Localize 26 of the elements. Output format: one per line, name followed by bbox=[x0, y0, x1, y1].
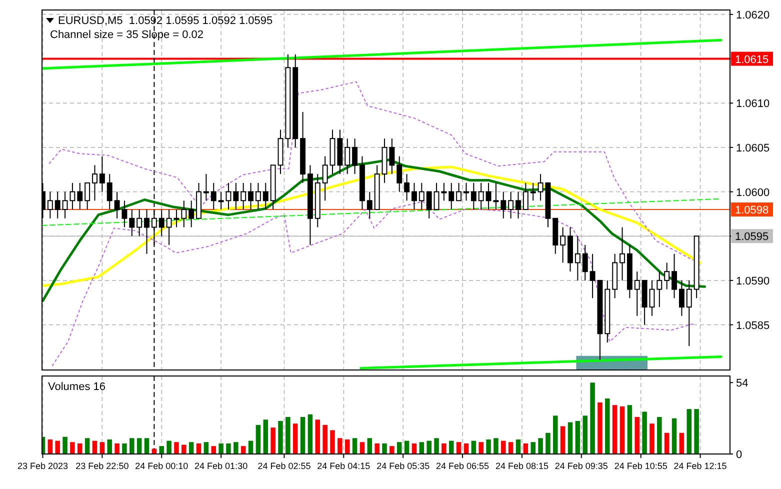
x-tick-label: 23 Feb 2023 bbox=[17, 461, 68, 471]
y-tick-label: 1.0620 bbox=[736, 9, 770, 22]
y-tick-label: 1.0610 bbox=[736, 98, 770, 110]
x-tick-label: 24 Feb 01:30 bbox=[194, 461, 248, 471]
ref-line-label: 1.0598 bbox=[735, 204, 769, 217]
x-tick-label: 24 Feb 00:10 bbox=[135, 461, 188, 471]
x-tick-label: 24 Feb 06:55 bbox=[436, 461, 490, 471]
x-tick-label: 24 Feb 04:15 bbox=[317, 461, 370, 471]
y-tick-label: 1.0600 bbox=[736, 186, 770, 199]
x-tick-label: 24 Feb 05:35 bbox=[376, 461, 430, 471]
y-tick-label: 0 bbox=[736, 449, 742, 461]
y-tick-label: 1.0585 bbox=[736, 320, 770, 332]
text: Channel size = 35 Slope = 0.02 bbox=[50, 29, 204, 41]
chart-title: EURUSD,M5 1.0592 1.0595 1.0592 1.0595 bbox=[58, 15, 273, 27]
y-tick-label: 1.0590 bbox=[736, 275, 770, 288]
x-tick-label: 24 Feb 02:55 bbox=[258, 461, 311, 471]
text: Volumes 16 bbox=[48, 381, 106, 393]
x-tick-label: 23 Feb 22:50 bbox=[76, 461, 129, 471]
x-tick-label: 24 Feb 12:15 bbox=[674, 461, 727, 471]
ref-line-label: 1.0615 bbox=[735, 54, 769, 66]
x-tick-label: 24 Feb 10:55 bbox=[614, 461, 668, 471]
x-tick-label: 24 Feb 09:35 bbox=[554, 461, 608, 471]
x-tick-label: 24 Feb 08:15 bbox=[495, 461, 548, 471]
y-tick-label: 54 bbox=[736, 378, 748, 390]
y-tick-label: 1.0605 bbox=[736, 142, 770, 154]
ref-line-label: 1.0595 bbox=[735, 231, 769, 244]
